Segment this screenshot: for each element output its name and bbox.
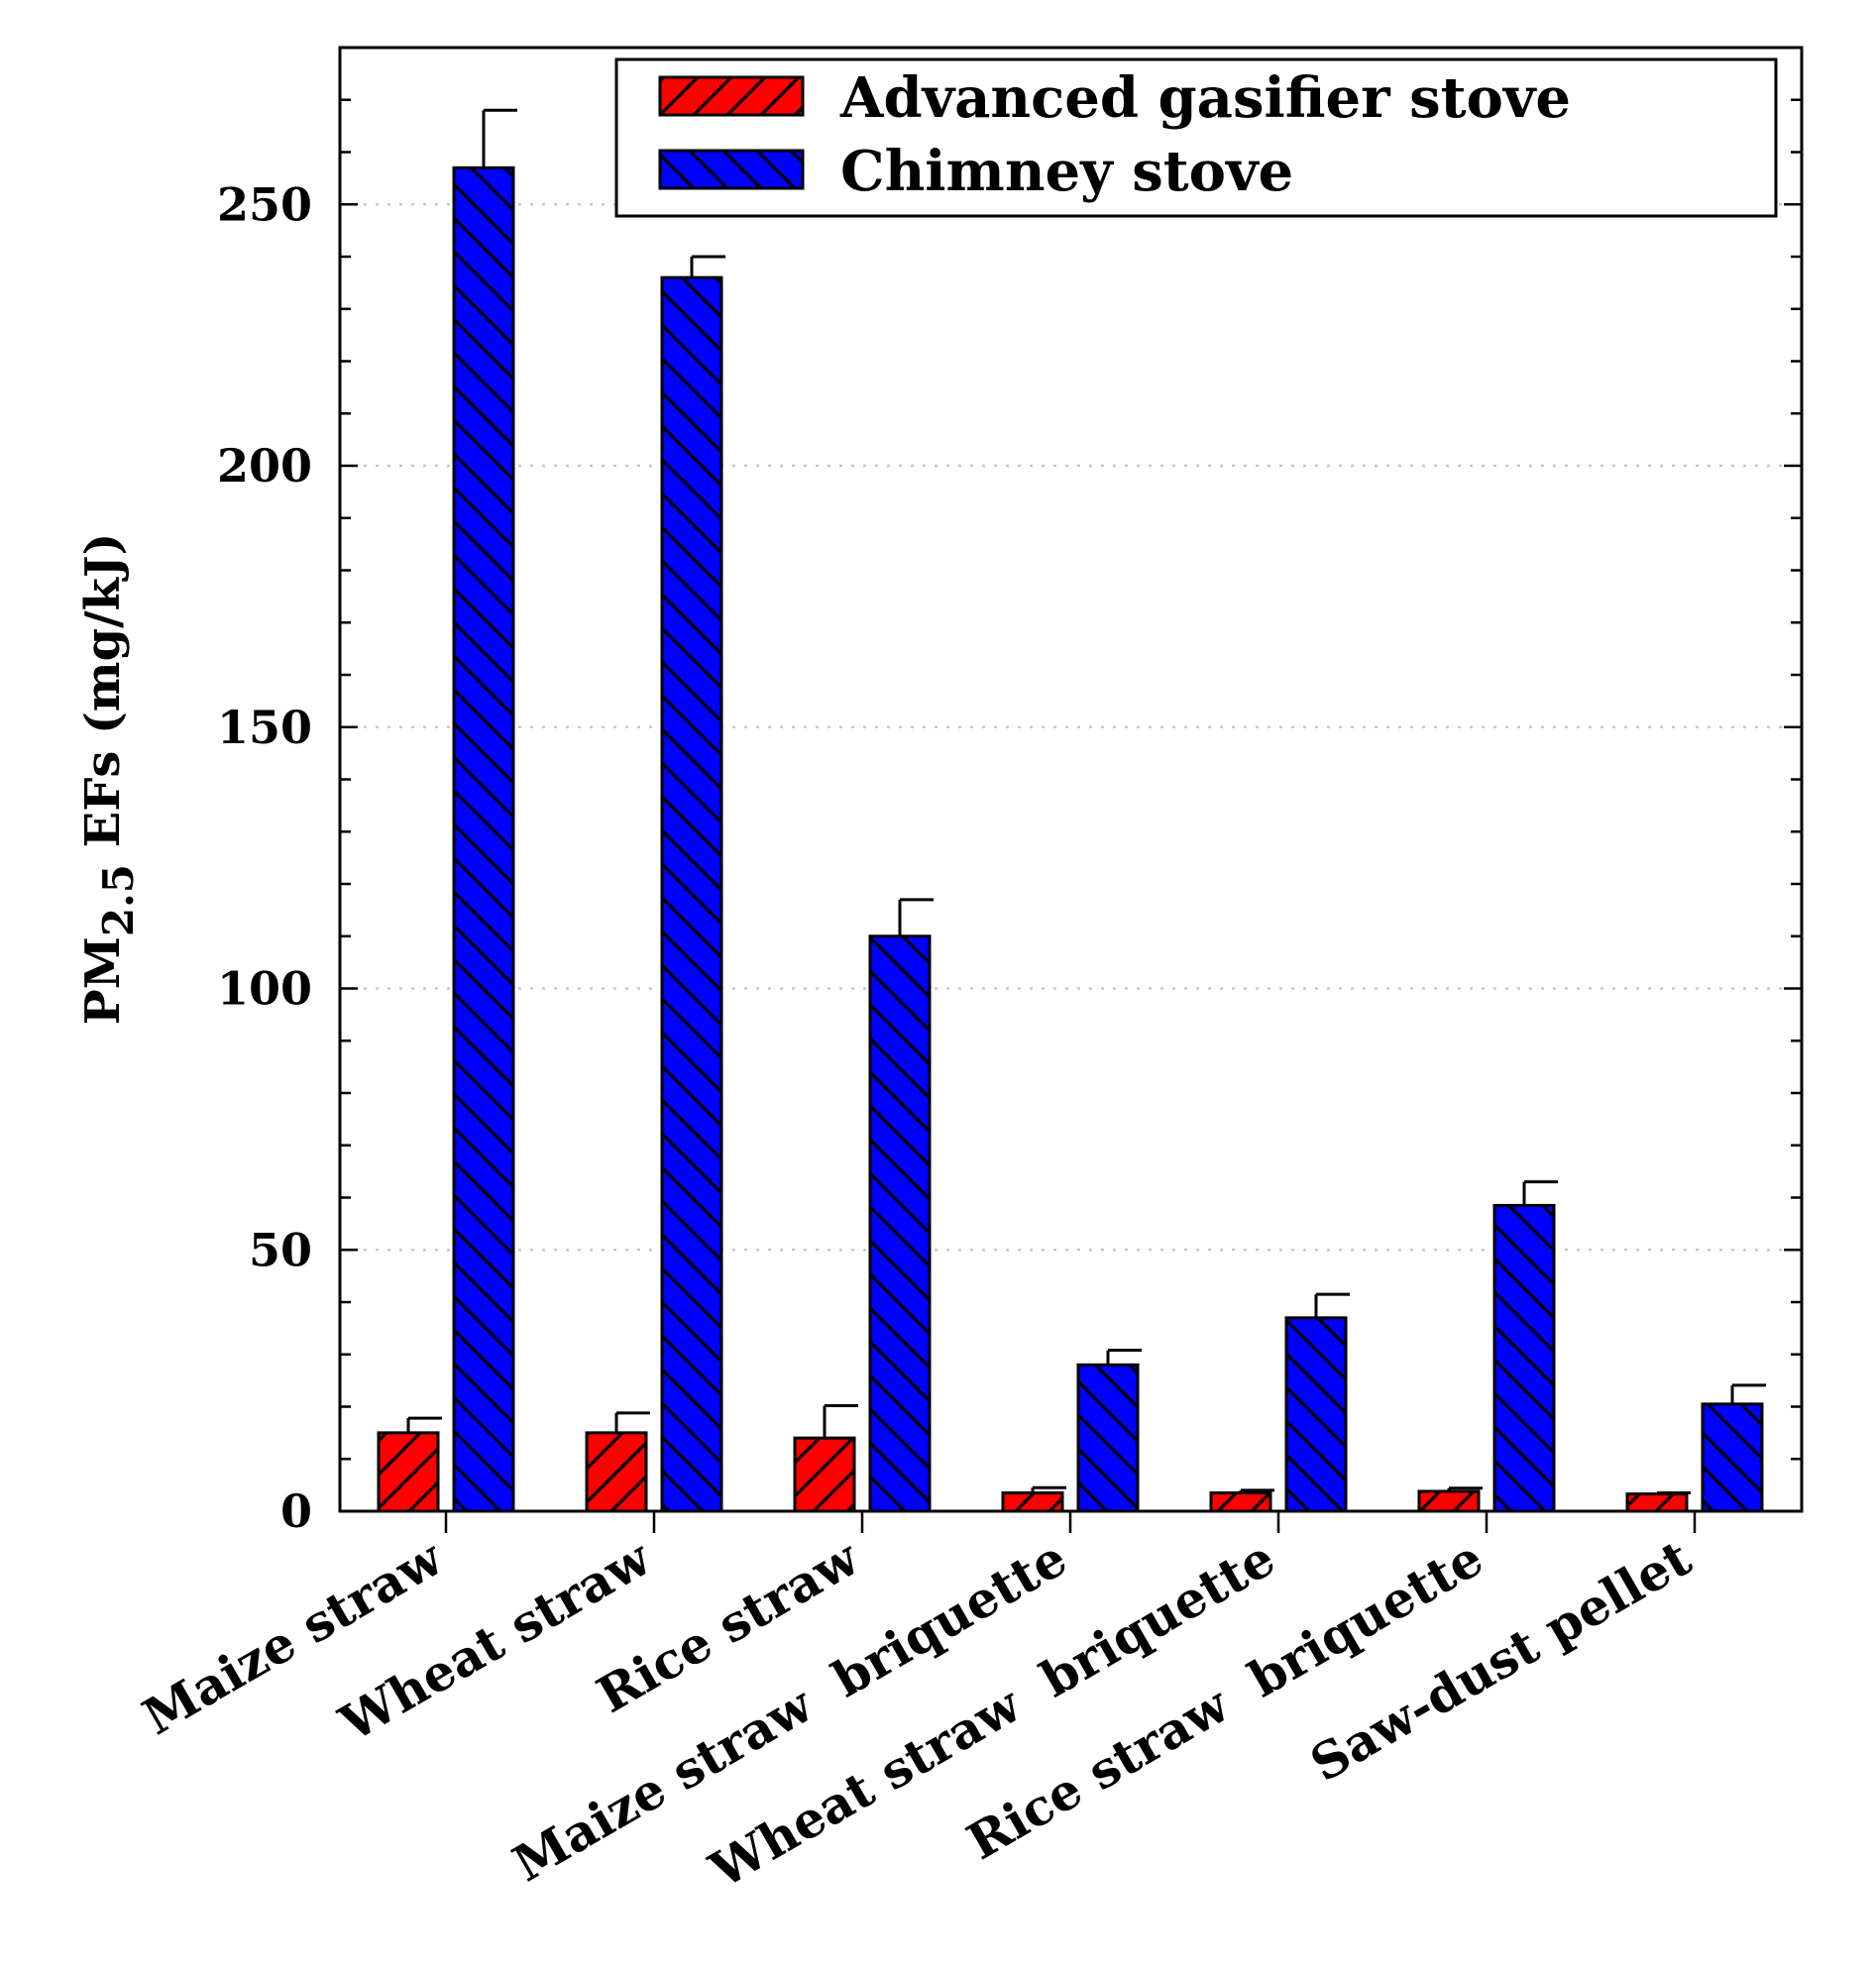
plot-frame	[338, 46, 1804, 1513]
bar-chimney-0	[452, 165, 515, 1513]
category-label-6: Saw-dust pellet	[1300, 1528, 1701, 1793]
error-bar-group	[406, 108, 1766, 1495]
legend: Advanced gasifier stove Chimney stove	[614, 57, 1778, 218]
bar-advanced-gasifier-0	[377, 1431, 440, 1513]
y-axis-label-subscript: 2.5	[94, 864, 143, 936]
bar-advanced-gasifier-2	[793, 1436, 856, 1513]
legend-swatch-advanced-gasifier	[658, 75, 805, 117]
bar-chimney-6	[1701, 1402, 1764, 1513]
ytick-label-200: 200	[217, 439, 312, 493]
bar-advanced-gasifier-1	[585, 1431, 648, 1513]
axis-ticks	[340, 46, 1802, 1533]
y-axis-label: PM2.5 EFs (mg/kJ)	[75, 533, 143, 1026]
bar-advanced-gasifier-4	[1209, 1491, 1272, 1513]
bar-advanced-gasifier-6	[1625, 1492, 1689, 1513]
bar-advanced-gasifier-5	[1417, 1489, 1481, 1513]
legend-swatch-chimney	[658, 149, 805, 190]
y-axis-label-rest: EFs (mg/kJ)	[75, 533, 131, 864]
y-axis-label-main: PM	[75, 936, 131, 1025]
y-tick-labels: 0 50 100 150 200 250	[217, 177, 312, 1538]
ytick-label-0: 0	[280, 1484, 312, 1538]
ytick-label-250: 250	[217, 177, 312, 231]
bar-chimney-2	[868, 934, 932, 1513]
bar-chimney-1	[660, 275, 723, 1513]
bar-chimney-4	[1284, 1316, 1348, 1513]
bar-group	[377, 165, 1764, 1513]
legend-box	[614, 57, 1778, 218]
ytick-label-150: 150	[217, 701, 312, 754]
bar-chimney-5	[1492, 1203, 1556, 1513]
ytick-label-100: 100	[217, 962, 312, 1016]
legend-label-chimney: Chimney stove	[840, 139, 1293, 204]
gridlines	[340, 203, 1802, 1252]
legend-label-advanced-gasifier: Advanced gasifier stove	[839, 65, 1571, 131]
bar-chimney-3	[1076, 1363, 1140, 1513]
bar-advanced-gasifier-3	[1001, 1491, 1064, 1513]
ytick-label-50: 50	[249, 1223, 312, 1276]
